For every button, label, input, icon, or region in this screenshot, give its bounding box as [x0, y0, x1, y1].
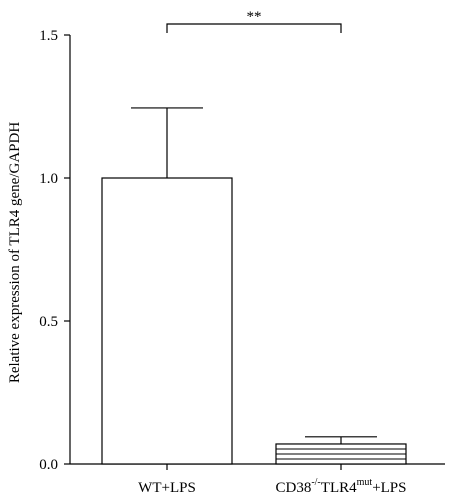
y-tick-label: 1.0: [39, 171, 58, 187]
y-axis-label: Relative expression of TLR4 gene/GAPDH: [7, 122, 23, 384]
x-tick-label-part: CD38: [275, 480, 311, 496]
x-tick-label: CD38-/-TLR4mut+LPS: [275, 477, 406, 496]
bar: [101, 177, 233, 465]
significance-label: **: [247, 9, 262, 25]
x-tick-label-part: +LPS: [372, 480, 406, 496]
x-tick-label-part: mut: [357, 477, 373, 488]
significance-bracket: [166, 23, 342, 33]
y-tick-label: 0.0: [39, 457, 58, 473]
x-tick-label-part: -/-: [311, 477, 320, 488]
chart-bars: [101, 107, 407, 465]
y-tick-label: 1.5: [39, 28, 58, 44]
y-tick-label: 0.5: [39, 314, 58, 330]
x-tick-label-part: TLR4: [321, 480, 357, 496]
chart-annotations: **: [166, 9, 342, 33]
x-tick-label-part: WT+LPS: [138, 480, 196, 496]
x-tick-label: WT+LPS: [138, 480, 196, 496]
chart-labels: 0.0 0.5 1.0 1.5 Relative expression of TLR4 …: [7, 28, 407, 496]
